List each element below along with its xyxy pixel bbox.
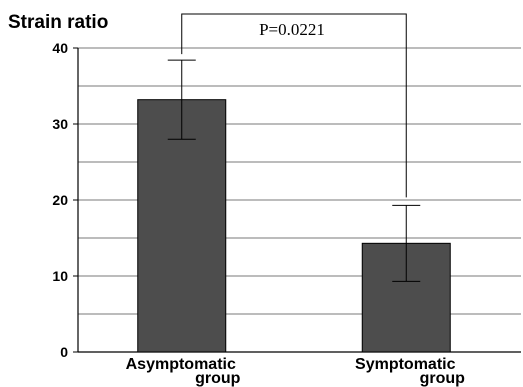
bars bbox=[137, 99, 451, 353]
category-label: group bbox=[420, 370, 466, 387]
error-bars bbox=[167, 59, 421, 282]
category-label: Symptomatic bbox=[355, 356, 456, 373]
significance-bracket: P=0.0221 bbox=[181, 13, 407, 198]
y-axis-ticks: 0 10 20 30 40 bbox=[52, 40, 78, 360]
bar bbox=[137, 99, 227, 353]
category-label: group bbox=[195, 370, 241, 387]
y-tick-label: 30 bbox=[52, 116, 68, 132]
category-label: Asymptomatic bbox=[126, 356, 236, 373]
y-tick-label: 20 bbox=[52, 192, 68, 208]
y-tick-label: 0 bbox=[60, 344, 68, 360]
y-axis-title: Strain ratio bbox=[8, 12, 108, 33]
p-value-label: P=0.0221 bbox=[259, 20, 325, 39]
y-tick-label: 40 bbox=[52, 40, 68, 56]
bracket-line bbox=[181, 13, 407, 198]
y-tick-label: 10 bbox=[52, 268, 68, 284]
